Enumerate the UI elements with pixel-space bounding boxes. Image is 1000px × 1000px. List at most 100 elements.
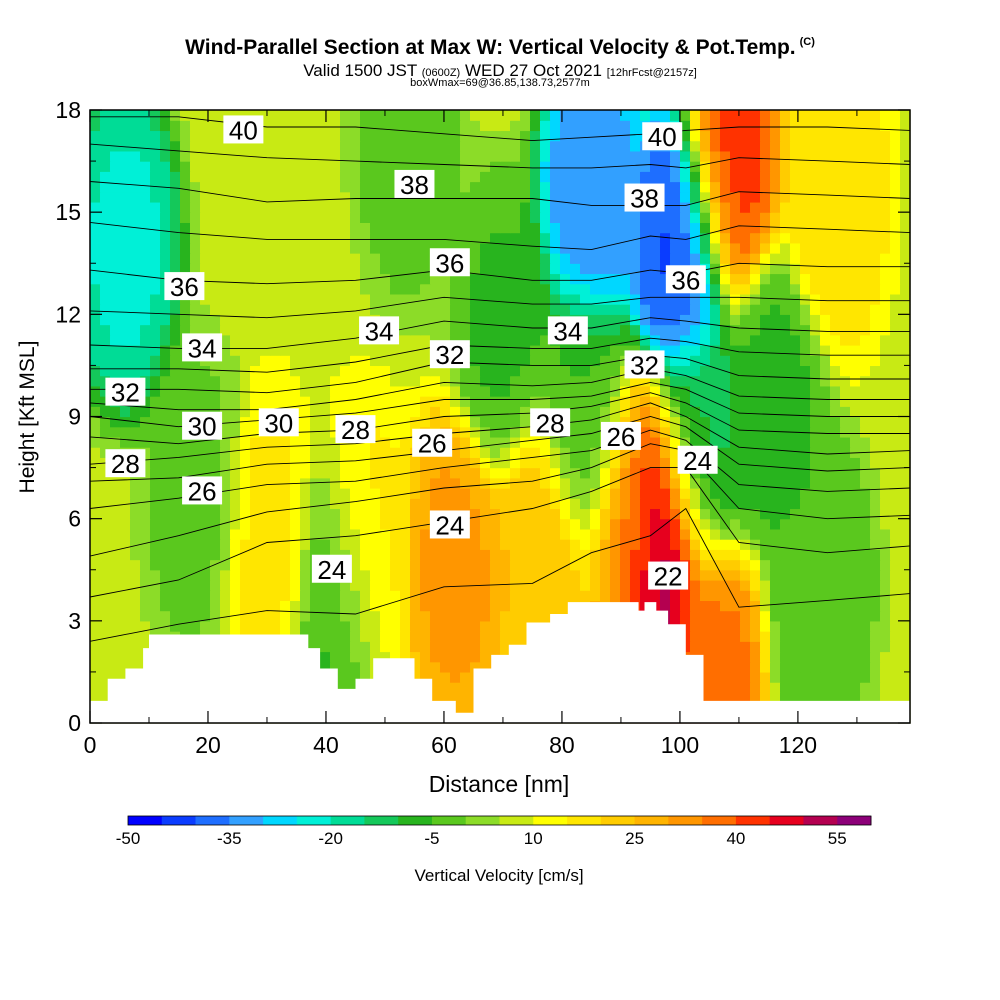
velocity-cell (800, 150, 811, 162)
velocity-cell (380, 610, 391, 622)
velocity-cell (270, 436, 281, 448)
contour-label: 38 (624, 183, 665, 214)
velocity-cell (440, 365, 451, 377)
velocity-cell (550, 263, 561, 275)
velocity-cell (370, 263, 381, 275)
velocity-cell (290, 488, 301, 499)
velocity-cell (730, 191, 741, 203)
velocity-cell (590, 396, 601, 407)
velocity-cell (430, 457, 441, 469)
velocity-cell (250, 447, 261, 458)
velocity-cell (800, 600, 811, 612)
velocity-cell (530, 161, 541, 172)
velocity-cell (90, 477, 101, 489)
subtitle-forecast: [12hrFcst@2157z] (606, 67, 697, 79)
velocity-cell (160, 620, 171, 632)
velocity-cell (140, 334, 151, 346)
velocity-cell (540, 232, 551, 244)
velocity-cell (230, 396, 241, 407)
velocity-cell (190, 447, 201, 458)
velocity-cell (820, 569, 831, 581)
velocity-cell (660, 375, 671, 387)
velocity-cell (510, 426, 521, 438)
velocity-cell (780, 661, 791, 673)
velocity-cell (310, 477, 321, 489)
velocity-cell (760, 610, 771, 622)
velocity-cell (540, 201, 551, 213)
velocity-cell (200, 242, 211, 254)
velocity-cell (400, 334, 411, 346)
velocity-cell (860, 682, 871, 693)
velocity-cell (180, 620, 191, 632)
velocity-cell (570, 385, 581, 397)
velocity-cell (400, 242, 411, 254)
velocity-cell (600, 416, 611, 428)
velocity-cell (580, 528, 591, 540)
velocity-cell (310, 549, 321, 561)
velocity-cell (570, 130, 581, 142)
velocity-cell (760, 222, 771, 234)
velocity-cell (100, 385, 111, 397)
velocity-cell (590, 324, 601, 336)
velocity-cell (150, 488, 161, 499)
velocity-cell (570, 590, 581, 601)
velocity-cell (790, 600, 801, 612)
velocity-cell (270, 120, 281, 132)
velocity-cell (290, 110, 301, 121)
chart-title: Wind-Parallel Section at Max W: Vertical… (0, 36, 1000, 60)
velocity-cell (660, 344, 671, 356)
velocity-cell (560, 488, 571, 499)
velocity-cell (210, 171, 221, 183)
velocity-cell (280, 120, 291, 132)
velocity-cell (240, 140, 251, 152)
velocity-cell (880, 610, 891, 622)
velocity-cell (710, 334, 721, 346)
velocity-cell (790, 477, 801, 489)
velocity-cell (560, 355, 571, 367)
velocity-cell (130, 150, 141, 162)
velocity-cell (110, 559, 121, 571)
velocity-cell (270, 171, 281, 183)
velocity-cell (370, 569, 381, 581)
velocity-cell (470, 518, 481, 530)
velocity-cell (120, 130, 131, 142)
velocity-cell (730, 467, 741, 479)
velocity-cell (870, 620, 881, 632)
velocity-cell (540, 334, 551, 346)
velocity-cell (590, 232, 601, 244)
velocity-cell (520, 569, 531, 581)
velocity-cell (610, 222, 621, 234)
velocity-cell (350, 610, 361, 622)
velocity-cell (360, 161, 371, 172)
velocity-cell (90, 508, 101, 520)
velocity-cell (660, 324, 671, 336)
velocity-cell (900, 436, 911, 448)
theta-contour-line (89, 368, 910, 411)
velocity-cell (820, 140, 831, 152)
velocity-cell (440, 457, 451, 469)
velocity-cell (530, 222, 541, 234)
velocity-cell (740, 283, 751, 295)
velocity-cell (300, 416, 311, 428)
velocity-cell (860, 528, 871, 540)
velocity-cell (90, 212, 101, 223)
velocity-cell (130, 171, 141, 183)
velocity-cell (810, 222, 821, 234)
velocity-cell (310, 426, 321, 438)
velocity-cell (390, 396, 401, 407)
velocity-cell (800, 416, 811, 428)
velocity-cell (460, 641, 471, 653)
velocity-cell (220, 140, 231, 152)
velocity-cell (420, 253, 431, 264)
velocity-cell (750, 212, 761, 223)
velocity-cell (600, 457, 611, 469)
velocity-cell (550, 293, 561, 305)
velocity-cell (660, 304, 671, 315)
velocity-cell (710, 671, 721, 683)
velocity-cell (650, 477, 661, 489)
velocity-cell (460, 232, 471, 244)
velocity-cell (140, 518, 151, 530)
velocity-cell (780, 365, 791, 377)
velocity-cell (330, 110, 341, 121)
velocity-cell (220, 232, 231, 244)
